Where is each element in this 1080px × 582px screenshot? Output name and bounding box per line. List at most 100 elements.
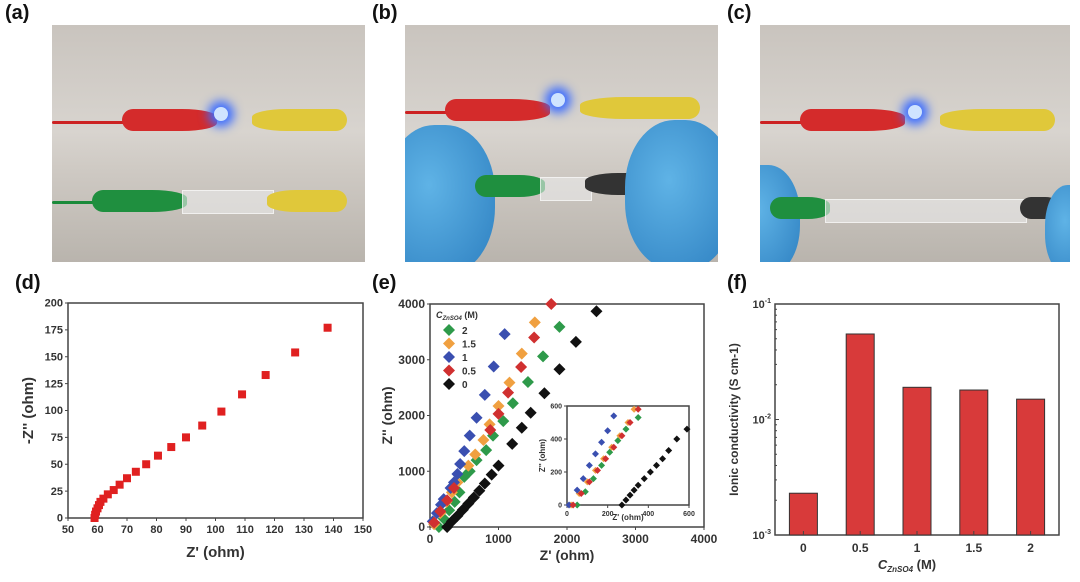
inset-point-0 xyxy=(673,435,681,443)
data-point xyxy=(153,451,162,460)
data-point xyxy=(182,433,190,442)
data-point-0.5 xyxy=(441,494,454,507)
photo-c xyxy=(760,25,1070,262)
d-y-tick-label: 125 xyxy=(45,378,63,390)
f-y-tick-label: 10-3 xyxy=(753,529,772,542)
data-point-0 xyxy=(485,468,498,481)
inset-point-0 xyxy=(630,486,638,494)
y-axis-label: -Z'' (ohm) xyxy=(20,377,37,444)
data-point-1 xyxy=(463,429,476,442)
d-x-tick-label: 140 xyxy=(324,524,342,536)
data-point-2 xyxy=(480,444,493,457)
data-point-0.5 xyxy=(545,298,558,310)
inset-y-axis-label: Z'' (ohm) xyxy=(538,439,547,472)
d-y-tick-label: 100 xyxy=(45,405,63,417)
inset-point-1 xyxy=(573,486,581,494)
d-y-tick-label: 50 xyxy=(51,459,63,471)
d-y-tick-label: 150 xyxy=(45,351,63,363)
inset-y-tick-label: 600 xyxy=(550,403,562,410)
inset-point-1 xyxy=(610,412,618,420)
data-point-0.5 xyxy=(434,505,447,518)
inset-point-2 xyxy=(573,501,581,509)
legend-marker xyxy=(443,337,455,350)
data-point-0 xyxy=(538,387,551,400)
d-x-tick-label: 50 xyxy=(62,524,74,536)
e-x-tick-label: 3000 xyxy=(622,532,649,546)
data-point-1 xyxy=(458,445,471,458)
inset-point-0.5 xyxy=(610,443,618,451)
inset-point-1 xyxy=(598,438,606,446)
bar-0.5 xyxy=(845,333,875,536)
inset-point-1 xyxy=(591,450,599,458)
d-y-tick-label: 25 xyxy=(51,486,63,498)
f-x-tick-label: 1.5 xyxy=(965,541,982,555)
f-x-tick-label: 2 xyxy=(1027,541,1034,555)
inset-point-0.5 xyxy=(618,432,626,440)
f-x-tick-label: 0 xyxy=(800,541,807,555)
e-x-tick-label: 0 xyxy=(427,532,434,546)
data-point-2 xyxy=(506,397,519,410)
panel-label-d: (d) xyxy=(15,272,41,294)
data-point-1 xyxy=(470,411,483,424)
bar-1.5 xyxy=(959,389,989,536)
panel-label-e: (e) xyxy=(372,272,397,294)
inset-point-1 xyxy=(604,427,612,435)
y-axis-label: Z'' (ohm) xyxy=(379,387,395,445)
data-point-2 xyxy=(553,320,566,333)
legend-marker xyxy=(443,351,455,363)
inset-point-0 xyxy=(618,501,626,509)
data-point-2 xyxy=(497,415,510,428)
data-point xyxy=(115,480,124,489)
data-point-0 xyxy=(478,477,491,490)
data-point-0.5 xyxy=(502,386,515,399)
data-point xyxy=(217,407,226,416)
bar-1 xyxy=(902,386,932,536)
legend-marker xyxy=(443,378,455,390)
data-point xyxy=(103,490,112,499)
panel-label-b: (b) xyxy=(372,2,398,24)
inset-y-tick-label: 200 xyxy=(550,469,562,476)
d-x-tick-label: 130 xyxy=(295,524,313,536)
d-y-tick-label: 0 xyxy=(57,513,63,525)
data-point-0.5 xyxy=(447,481,460,494)
data-point xyxy=(198,421,207,430)
legend-label: 2 xyxy=(462,326,468,337)
panel-label-a: (a) xyxy=(5,2,30,24)
data-point-1.5 xyxy=(503,376,516,389)
data-point xyxy=(123,474,131,483)
e-y-tick-label: 1000 xyxy=(398,464,425,478)
data-point-0 xyxy=(451,509,464,522)
bar-0 xyxy=(788,492,818,536)
d-x-tick-label: 110 xyxy=(236,524,254,536)
inset-point-0 xyxy=(640,475,648,483)
data-point xyxy=(142,460,151,469)
data-point-0 xyxy=(515,421,528,434)
inset-point-0 xyxy=(659,455,667,463)
data-point xyxy=(109,486,118,495)
e-x-tick-label: 1000 xyxy=(485,532,512,546)
inset-point-2 xyxy=(634,414,642,422)
inset-point-0 xyxy=(626,491,634,499)
inset-x-tick-label: 200 xyxy=(602,511,614,518)
inset-point-0.5 xyxy=(577,489,585,497)
d-y-tick-label: 75 xyxy=(51,432,63,444)
inset-point-0.5 xyxy=(585,478,593,486)
data-point-0 xyxy=(473,484,486,497)
inset-point-1 xyxy=(579,475,587,483)
inset-point-2 xyxy=(589,475,597,483)
data-point-0.5 xyxy=(528,331,541,344)
data-point-1.5 xyxy=(492,400,505,413)
x-axis-label: Z' (ohm) xyxy=(186,544,245,561)
data-point xyxy=(238,390,247,399)
inset-point-1 xyxy=(565,501,573,509)
plot-frame-d xyxy=(67,302,364,519)
data-point-0 xyxy=(506,437,519,450)
data-point-2 xyxy=(537,350,550,363)
inset-x-tick-label: 0 xyxy=(565,511,569,518)
e-x-tick-label: 4000 xyxy=(691,532,718,546)
data-point-1 xyxy=(487,360,500,373)
legend-label: 1 xyxy=(462,353,468,364)
e-y-tick-label: 0 xyxy=(418,520,425,534)
inset-point-0.5 xyxy=(602,455,610,463)
led-icon xyxy=(908,105,922,119)
